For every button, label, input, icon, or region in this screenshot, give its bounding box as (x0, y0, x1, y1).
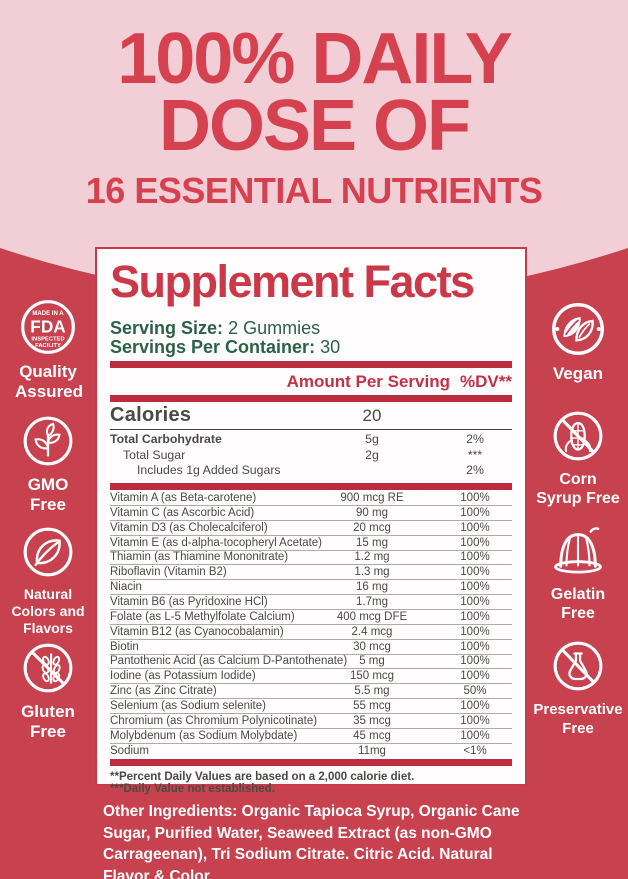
footnotes: **Percent Daily Values are based on a 2,… (110, 771, 512, 796)
badge-preservative-free: Preservative Free (528, 639, 628, 738)
badge-label: Natural Colors and Flavors (11, 586, 85, 636)
nutrient-row: Sodium 11mg <1% (110, 745, 487, 758)
badge-label: Gluten Free (21, 702, 75, 741)
amount-per-serving-header: Amount Per Serving (286, 372, 450, 391)
nutrient-row: Riboflavin (Vitamin B2) 1.3 mg 100% (110, 565, 512, 581)
nutrient-row: Selenium (as Sodium selenite) 55 mcg 100% (110, 699, 512, 714)
nutrient-row: Vitamin E (as d-alpha-tocopheryl Acetate… (110, 536, 512, 551)
nutrient-row: Niacin 16 mg 100% (110, 580, 512, 596)
nutrient-row: Iodine (as Potassium Iodide) 150 mcg 100% (110, 669, 512, 685)
servings-value: 30 (320, 337, 341, 357)
carb-row: Total Sugar 2g *** (123, 447, 483, 462)
servings-per-container: Servings Per Container: 30 (110, 338, 512, 357)
footnote-dv: **Percent Daily Values are based on a 2,… (110, 770, 415, 783)
svg-text:FACILITY: FACILITY (35, 343, 61, 349)
nutrient-row: Folate (as L-5 Methylfolate Calcium) 400 … (110, 610, 512, 625)
badge-vegan: Vegan (528, 301, 628, 384)
badge-corn-syrup-free: Corn Syrup Free (528, 409, 628, 508)
badge-gmo-free: GMO Free (0, 414, 96, 515)
svg-text:MADE IN A: MADE IN A (32, 311, 64, 317)
divider-bar (110, 758, 512, 766)
nutrient-row: Zinc (as Zinc Citrate) 5.5 mg 50% (110, 684, 512, 700)
fda-badge-icon: MADE IN A FDA INSPECTED FACILITY (21, 300, 75, 354)
calories-value: 20 (362, 405, 382, 425)
badge-gelatin-free: Gelatin Free (528, 520, 628, 623)
nutrient-row: Chromium (as Chromium Polynicotinate) 35 … (110, 714, 512, 729)
servings-label: Servings Per Container: (110, 337, 316, 357)
badge-label: Preservative Free (533, 701, 623, 737)
badge-label: Quality Assured (15, 362, 84, 401)
serving-size-value: 2 Gummies (228, 318, 321, 338)
headline-line1: 100% DAILY (117, 19, 513, 99)
nutrient-row: Molybdenum (as Sodium Molybdate) 45 mcg 10… (110, 729, 512, 744)
divider-bar (110, 361, 512, 368)
footnote-not-established: ***Daily Value not established. (110, 783, 275, 796)
nutrient-row: Thiamin (as Thiamine Mononitrate) 1.2 mg 1… (110, 551, 512, 566)
carb-row: Total Carbohydrate 5g 2% (110, 431, 484, 446)
badge-gluten-free: Gluten Free (0, 641, 96, 742)
gmo-free-icon (23, 416, 73, 466)
pink-header-background (0, 0, 628, 300)
serving-size: Serving Size: 2 Gummies (110, 319, 512, 338)
badge-natural-colors-flavors: Natural Colors and Flavors (0, 525, 96, 637)
badge-label: Corn Syrup Free (536, 471, 620, 507)
supplement-facts-title: Supplement Facts (110, 256, 475, 307)
calories-label: Calories (110, 404, 192, 426)
left-badge-column: MADE IN A FDA INSPECTED FACILITY Quality… (0, 0, 96, 879)
other-ingredients: Other Ingredients: Organic Tapioca Syrup… (103, 803, 520, 879)
svg-text:INSPECTED: INSPECTED (31, 336, 64, 342)
nutrient-row: Vitamin B12 (as Cyanocobalamin) 2.4 mcg 10… (110, 625, 512, 640)
right-badge-column: Vegan Corn Syrup Free Gelatin Free (528, 0, 628, 879)
serving-info: Serving Size: 2 Gummies Servings Per Con… (110, 319, 512, 357)
serving-size-label: Serving Size: (110, 318, 224, 338)
vegan-leaves-icon (552, 303, 604, 355)
divider-bar (110, 395, 512, 402)
calories-row: Calories 20 (110, 402, 512, 430)
carb-row: Includes 1g Added Sugars 2% (137, 463, 484, 478)
nutrient-row: Vitamin C (as Ascorbic Acid) 90 mg 100% (110, 506, 512, 521)
nutrient-row: Pantothenic Acid (as Calcium D-Pantothen… (110, 655, 512, 670)
nutrient-row: Vitamin B6 (as Pyridoxine HCl) 1.7mg 100% (110, 595, 512, 610)
nutrient-row: Biotin 30 mcg 100% (110, 640, 512, 655)
column-headers: Amount Per Serving %DV** (110, 368, 512, 395)
carbohydrate-section: Total Carbohydrate 5g 2% Total Sugar 2g … (110, 431, 512, 478)
headline-line2: DOSE OF (158, 86, 471, 166)
dv-header: %DV** (460, 372, 512, 391)
natural-leaf-icon (23, 527, 73, 577)
badge-label: Gelatin Free (550, 586, 606, 622)
preservative-free-icon (553, 641, 603, 691)
nutrient-table: Vitamin A (as Beta-carotene) 900 mcg RE 10… (110, 491, 512, 758)
divider-bar (110, 483, 512, 491)
badge-label: GMO Free (27, 475, 69, 514)
headline: 100% DAILY DOSE OF 16 ESSENTIAL NUTRIENT… (0, 19, 628, 211)
supplement-facts-panel: Supplement Facts Serving Size: 2 Gummies… (95, 247, 527, 795)
gluten-free-icon (23, 643, 73, 693)
badge-quality-assured: MADE IN A FDA INSPECTED FACILITY Quality… (0, 299, 96, 402)
headline-subtitle: 16 ESSENTIAL NUTRIENTS (85, 170, 543, 211)
badge-label: Vegan (552, 364, 604, 383)
corn-syrup-free-icon (553, 411, 603, 461)
svg-text:FDA: FDA (30, 316, 65, 336)
nutrient-row: Vitamin D3 (as Cholecalciferol) 20 mcg 100… (110, 521, 512, 536)
gelatin-free-icon (554, 527, 602, 574)
nutrient-row: Vitamin A (as Beta-carotene) 900 mcg RE 10… (110, 491, 512, 506)
